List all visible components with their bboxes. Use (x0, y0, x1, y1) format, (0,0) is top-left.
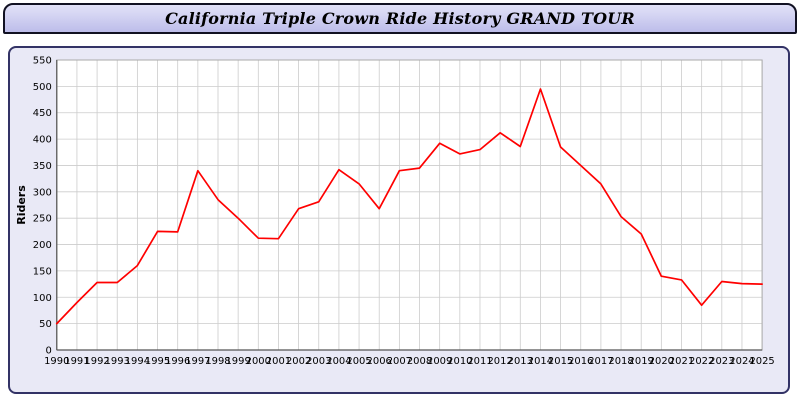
x-tick-label: 2006 (367, 356, 392, 367)
x-tick-label: 2004 (326, 356, 351, 367)
x-tick-label: 2002 (286, 356, 311, 367)
y-tick-label: 200 (33, 240, 52, 251)
line-chart: 0501001502002503003504004505005501990199… (15, 55, 775, 367)
x-tick-label: 2020 (649, 356, 674, 367)
x-tick-label: 2010 (447, 356, 472, 367)
chart-panel: 0 50 100 150 200 250 300 350 400 450 500 550 1990 199… (8, 46, 790, 394)
x-tick-label: 1997 (185, 356, 210, 367)
y-tick-label: 400 (33, 135, 52, 146)
x-tick-label: 2009 (427, 356, 452, 367)
x-tick-label: 2005 (346, 356, 371, 367)
y-tick-label: 250 (33, 214, 52, 225)
x-tick-label: 2021 (669, 356, 694, 367)
x-tick-label: 2025 (749, 356, 774, 367)
x-tick-label: 2012 (487, 356, 512, 367)
chart-title: California Triple Crown Ride History GRA… (165, 9, 635, 28)
x-tick-label: 1994 (125, 356, 150, 367)
x-tick-label: 2003 (306, 356, 331, 367)
x-tick-label: 1992 (84, 356, 109, 367)
x-tick-label: 2013 (508, 356, 533, 367)
x-tick-label: 2011 (467, 356, 492, 367)
x-tick-label: 2019 (629, 356, 654, 367)
x-tick-label: 2015 (548, 356, 573, 367)
y-tick-label: 50 (39, 319, 52, 330)
y-tick-label: 100 (33, 293, 52, 304)
plot-area (56, 60, 763, 350)
x-tick-label: 2014 (528, 356, 553, 367)
y-axis-label: Riders (15, 185, 28, 225)
y-tick-label: 0 (45, 345, 51, 356)
x-tick-label: 1998 (205, 356, 230, 367)
title-bar: California Triple Crown Ride History GRA… (3, 3, 797, 34)
y-tick-label: 300 (33, 187, 52, 198)
x-tick-label: 2023 (709, 356, 734, 367)
y-tick-label: 450 (33, 108, 52, 119)
x-tick-label: 1990 (44, 356, 69, 367)
x-tick-label: 2018 (608, 356, 633, 367)
y-tick-label: 150 (33, 266, 52, 277)
x-tick-label: 2016 (568, 356, 593, 367)
x-tick-label: 2001 (266, 356, 291, 367)
x-tick-label: 2024 (729, 356, 754, 367)
x-tick-label: 2007 (387, 356, 412, 367)
y-tick-label: 550 (33, 55, 52, 66)
y-tick-label: 350 (33, 161, 52, 172)
x-tick-label: 1995 (145, 356, 170, 367)
x-tick-label: 1993 (105, 356, 130, 367)
series-line-riders (55, 88, 763, 325)
x-tick-label: 2000 (246, 356, 271, 367)
x-tick-label: 1999 (225, 356, 250, 367)
x-tick-label: 1996 (165, 356, 190, 367)
x-tick-label: 2008 (407, 356, 432, 367)
x-tick-label: 2017 (588, 356, 613, 367)
x-tick-label: 2022 (689, 356, 714, 367)
x-tick-label: 1991 (64, 356, 89, 367)
y-tick-label: 500 (33, 82, 52, 93)
